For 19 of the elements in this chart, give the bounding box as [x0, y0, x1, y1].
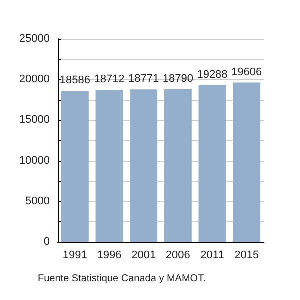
x-tick-label: 2011 — [200, 250, 224, 262]
data-label: 19288 — [197, 68, 228, 81]
x-tick-label: 1996 — [97, 250, 122, 262]
x-tick-label: 2015 — [234, 250, 260, 262]
y-tick-label: 25000 — [19, 33, 50, 45]
data-label: 18586 — [60, 74, 90, 87]
data-label: 18790 — [162, 72, 194, 85]
y-tick-label: 15000 — [19, 114, 50, 126]
y-tick-label: 10000 — [19, 154, 50, 167]
y-tick-label: 0 — [44, 236, 50, 248]
data-label: 18771 — [128, 73, 160, 86]
x-tick-label: 1991 — [62, 250, 88, 262]
y-tick-label: 5000 — [26, 195, 50, 208]
data-label: 19606 — [232, 66, 262, 78]
y-tick-label: 20000 — [19, 74, 50, 86]
x-tick-label: 2006 — [166, 250, 190, 262]
data-label: 18712 — [94, 74, 125, 86]
x-tick-label: 2001 — [132, 250, 156, 262]
source-note: Fuente Statistique Canada y MAMOT. — [38, 274, 206, 284]
